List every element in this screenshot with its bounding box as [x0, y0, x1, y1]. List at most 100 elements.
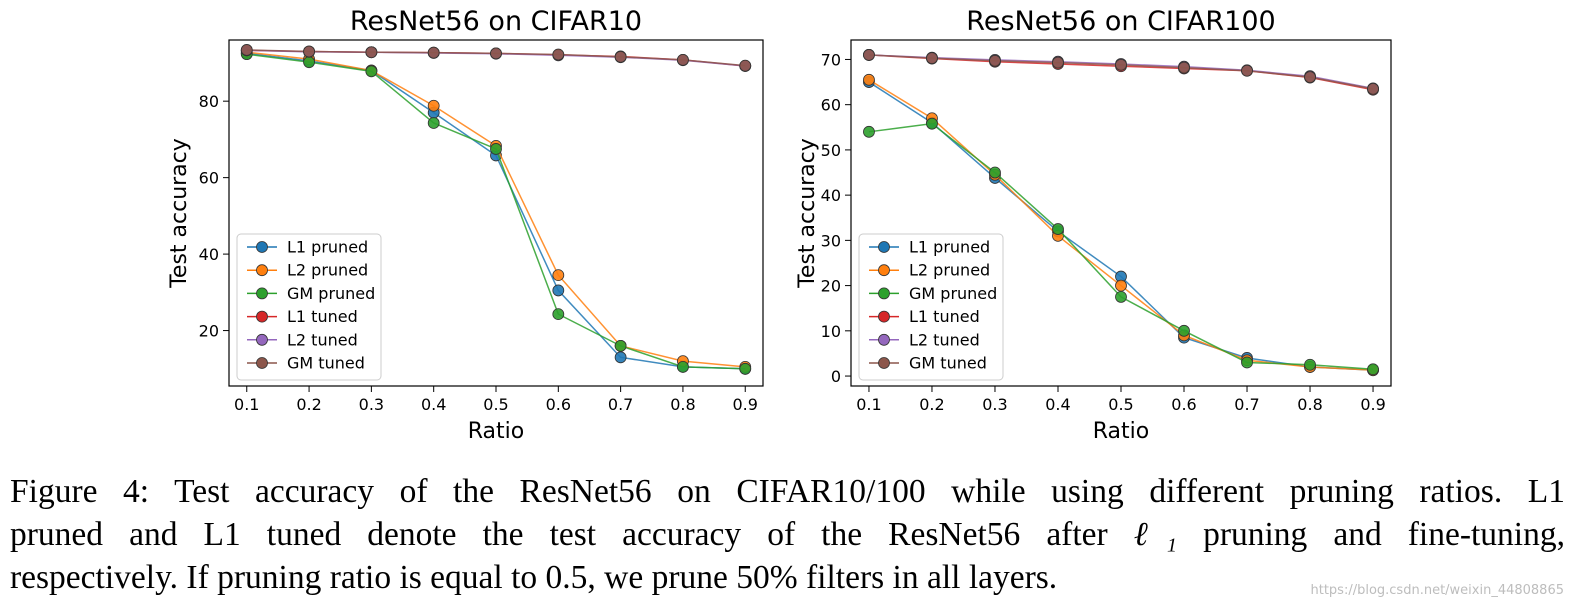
data-point-gm-pruned	[365, 65, 378, 78]
data-point-gm-pruned	[739, 362, 752, 375]
data-point-gm-pruned	[303, 56, 315, 69]
legend-label-l2-tuned: L2 tuned	[287, 330, 358, 349]
legend-label-gm-tuned: GM tuned	[909, 354, 987, 373]
legend-marker-l1-pruned	[256, 241, 268, 253]
data-point-gm-tuned	[863, 49, 875, 61]
caption-line-2: pruned and L1 tuned denote the test accu…	[10, 513, 1565, 556]
data-point-gm-tuned	[677, 53, 689, 66]
legend-label-l1-tuned: L1 tuned	[909, 307, 980, 326]
legend: L1 pruned L2 pruned GM pruned L1 tuned L2 tu…	[858, 233, 1004, 381]
data-point-gm-tuned	[365, 46, 378, 59]
data-point-gm-tuned	[1115, 58, 1127, 71]
data-point-gm-pruned	[677, 360, 689, 373]
caption-line-3: respectively. If pruning ratio is equal …	[10, 559, 1058, 596]
caption-line-1: Figure 4: Test accuracy of the ResNet56 …	[10, 473, 1565, 510]
legend-label-gm-tuned: GM tuned	[287, 354, 365, 373]
y-tick-label: 40	[199, 245, 219, 264]
watermark: https://blog.csdn.net/weixin_44808865	[1310, 583, 1564, 598]
y-tick-label: 70	[821, 50, 841, 69]
data-point-gm-pruned	[863, 125, 875, 138]
data-point-gm-tuned	[1241, 64, 1253, 77]
data-point-gm-tuned	[552, 48, 565, 61]
legend-label-l2-tuned: L2 tuned	[909, 330, 980, 349]
data-point-gm-pruned	[614, 339, 627, 352]
caption-line-2-start: pruned and L1 tuned denote the test accu…	[10, 516, 1134, 553]
plot-frame	[228, 39, 764, 387]
y-tick-label: 60	[821, 96, 841, 115]
data-point-gm-tuned	[427, 46, 440, 59]
x-tick-label: 0.8	[1297, 395, 1322, 414]
x-tick-label: 0.9	[1360, 395, 1385, 414]
data-point-l1-pruned	[552, 284, 565, 297]
data-point-gm-tuned	[490, 47, 502, 60]
legend-label-l1-tuned: L1 tuned	[287, 307, 358, 326]
x-tick-label: 0.7	[608, 395, 633, 414]
plot-frame	[850, 39, 1392, 387]
data-point-l2-pruned	[863, 73, 875, 86]
x-tick-label: 0.1	[234, 395, 259, 414]
x-tick-label: 0.6	[546, 395, 571, 414]
x-tick-label: 0.9	[733, 395, 758, 414]
y-axis-label: Test accuracy	[167, 138, 192, 289]
data-point-gm-pruned	[1304, 358, 1316, 371]
data-point-l2-pruned	[427, 99, 440, 112]
legend-label-l1-pruned: L1 pruned	[909, 238, 990, 257]
legend-marker-l2-tuned	[878, 333, 890, 346]
data-point-gm-tuned	[303, 45, 315, 58]
legend-marker-gm-tuned	[256, 357, 268, 369]
x-tick-label: 0.3	[982, 395, 1007, 414]
data-point-l2-pruned	[552, 269, 565, 282]
data-point-gm-tuned	[1178, 61, 1190, 74]
y-tick-label: 0	[831, 367, 841, 386]
x-tick-label: 0.6	[1171, 395, 1196, 414]
y-tick-label: 30	[821, 231, 841, 250]
caption-line-2-end: pruning and fine-tuning,	[1177, 516, 1565, 553]
x-tick-label: 0.4	[421, 395, 446, 414]
chart-2: ResNet56 on CIFAR100 0.1 0.2 0.3 0.4 0.5 0.6 0.…	[795, 6, 1392, 444]
data-point-gm-tuned	[739, 59, 752, 72]
figure-caption: Figure 4: Test accuracy of the ResNet56 …	[10, 470, 1565, 599]
legend-label-l2-pruned: L2 pruned	[909, 261, 990, 280]
legend-label-gm-pruned: GM pruned	[909, 284, 997, 303]
legend-marker-l1-tuned	[878, 310, 890, 323]
data-point-gm-tuned	[926, 52, 938, 64]
data-point-gm-tuned	[989, 54, 1001, 67]
data-point-gm-pruned	[989, 166, 1001, 179]
legend-marker-l2-tuned	[256, 333, 268, 346]
data-point-l1-pruned	[614, 351, 627, 364]
x-tick-label: 0.7	[1234, 395, 1259, 414]
data-point-gm-tuned	[240, 44, 253, 56]
data-point-gm-pruned	[1241, 356, 1253, 369]
x-tick-label: 0.5	[1108, 395, 1133, 414]
y-tick-label: 50	[821, 141, 841, 160]
y-tick-label: 20	[821, 277, 841, 296]
x-axis-label: Ratio	[468, 419, 524, 444]
x-tick-label: 0.3	[359, 395, 384, 414]
chart-title: ResNet56 on CIFAR100	[966, 6, 1275, 37]
legend-label-l1-pruned: L1 pruned	[287, 238, 368, 257]
y-tick-label: 60	[199, 169, 219, 188]
legend-label-gm-pruned: GM pruned	[287, 284, 375, 303]
data-point-gm-pruned	[1052, 223, 1064, 235]
data-point-gm-tuned	[1304, 71, 1316, 83]
data-point-gm-tuned	[1052, 56, 1064, 69]
data-point-gm-pruned	[926, 117, 938, 130]
x-tick-label: 0.1	[856, 395, 881, 414]
data-point-gm-pruned	[1367, 363, 1379, 376]
legend-marker-l2-pruned	[256, 264, 268, 277]
x-tick-label: 0.8	[670, 395, 695, 414]
data-point-gm-tuned	[1367, 82, 1379, 95]
x-tick-label: 0.4	[1045, 395, 1070, 414]
ell-one-math: ℓ₁	[1133, 516, 1178, 553]
x-tick-label: 0.2	[919, 395, 944, 414]
legend-marker-l2-pruned	[878, 264, 890, 277]
y-tick-label: 80	[199, 92, 219, 111]
y-axis-label: Test accuracy	[795, 138, 820, 289]
data-point-gm-tuned	[614, 50, 627, 63]
data-point-gm-pruned	[1115, 290, 1127, 303]
y-tick-label: 40	[821, 186, 841, 205]
legend-label-l2-pruned: L2 pruned	[287, 261, 368, 280]
legend-marker-l1-tuned	[256, 310, 268, 323]
figure-charts: ResNet56 on CIFAR10 0.1 0.2 0.3 0.4 0.5 0.6 0.7…	[167, 6, 1392, 444]
y-tick-label: 20	[199, 322, 219, 341]
